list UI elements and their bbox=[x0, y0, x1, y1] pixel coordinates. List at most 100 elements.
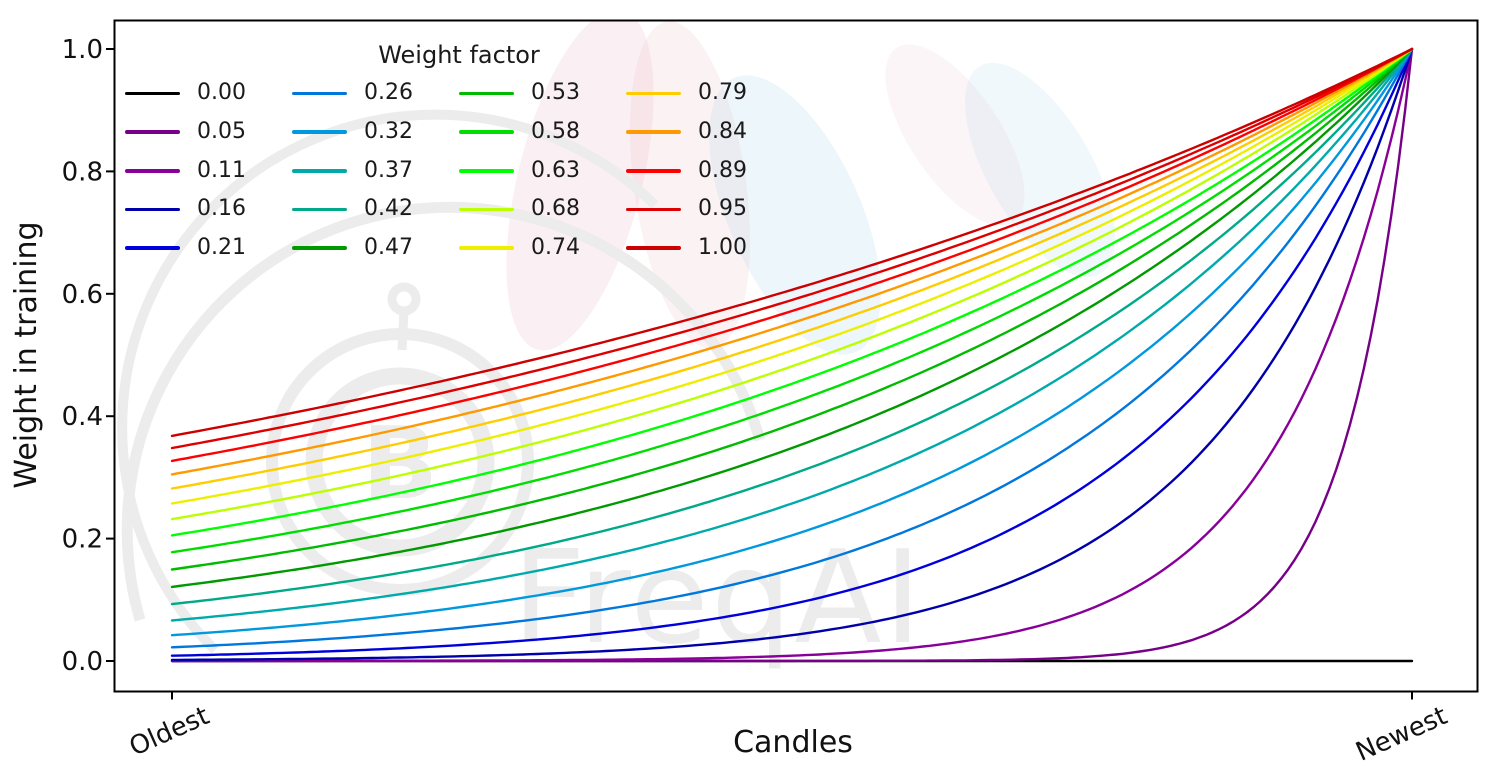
legend-col-2: 0.26 0.32 0.37 0.42 0.47 bbox=[292, 74, 459, 267]
watermark-wing-arc-1 bbox=[121, 201, 766, 622]
legend-item-0.26: 0.26 bbox=[292, 74, 459, 113]
legend-item-label: 0.63 bbox=[531, 157, 580, 183]
curve-wf-0.74 bbox=[170, 47, 1414, 505]
legend-swatch bbox=[626, 246, 681, 250]
watermark-crown-circle bbox=[387, 282, 421, 316]
legend-item-label: 0.42 bbox=[364, 196, 413, 222]
watermark-wing-arc-2 bbox=[117, 109, 659, 654]
legend-swatch bbox=[125, 91, 180, 96]
legend-swatch bbox=[125, 246, 180, 250]
legend-item-label: 0.21 bbox=[197, 235, 246, 261]
legend-col-1: 0.00 0.05 0.11 0.16 0.21 bbox=[125, 74, 292, 267]
y-tick-label: 0.6 bbox=[62, 280, 103, 310]
legend-item-0.74: 0.74 bbox=[459, 229, 626, 268]
legend-swatch bbox=[292, 168, 347, 173]
legend-item-0.58: 0.58 bbox=[459, 113, 626, 152]
y-tick-label: 0.8 bbox=[62, 157, 103, 187]
watermark-logo bbox=[117, 109, 766, 654]
legend-item-0.16: 0.16 bbox=[125, 190, 292, 229]
legend-item-label: 0.53 bbox=[531, 80, 580, 106]
curve-wf-0.95 bbox=[170, 47, 1414, 450]
curve-wf-0.53 bbox=[170, 47, 1414, 571]
legend-item-label: 0.00 bbox=[197, 80, 246, 106]
legend-swatch bbox=[292, 207, 347, 212]
legend-item-0.95: 0.95 bbox=[626, 190, 793, 229]
legend-item-0.00: 0.00 bbox=[125, 74, 292, 113]
legend-item-label: 0.11 bbox=[197, 157, 246, 183]
y-tick-label: 0.2 bbox=[62, 525, 103, 555]
legend-item-label: 0.68 bbox=[531, 196, 580, 222]
legend-item-0.21: 0.21 bbox=[125, 229, 292, 268]
legend-item-0.53: 0.53 bbox=[459, 74, 626, 113]
legend-swatch bbox=[459, 246, 514, 250]
y-tick-label: 1.0 bbox=[62, 35, 103, 65]
legend-item-1.00: 1.00 bbox=[626, 229, 793, 268]
legend-item-0.89: 0.89 bbox=[626, 151, 793, 190]
legend-item-label: 0.32 bbox=[364, 119, 413, 145]
y-tick-label: 0.4 bbox=[62, 402, 103, 432]
legend-swatch bbox=[459, 130, 514, 134]
legend-swatch bbox=[125, 207, 180, 212]
legend-col-3: 0.53 0.58 0.63 0.68 0.74 bbox=[459, 74, 626, 267]
legend-item-label: 0.05 bbox=[197, 119, 246, 145]
watermark-petal-pink-2 bbox=[629, 21, 751, 349]
x-tick-label-newest: Newest bbox=[1352, 701, 1452, 768]
legend-item-label: 0.47 bbox=[364, 235, 413, 261]
legend-item-0.32: 0.32 bbox=[292, 113, 459, 152]
x-tick-label-oldest: Oldest bbox=[125, 701, 214, 763]
axes-box bbox=[113, 19, 1479, 693]
legend-item-label: 0.89 bbox=[698, 157, 747, 183]
legend-item-0.84: 0.84 bbox=[626, 113, 793, 152]
legend-item-label: 1.00 bbox=[698, 235, 747, 261]
legend-swatch bbox=[292, 130, 347, 134]
legend-item-label: 0.26 bbox=[364, 80, 413, 106]
legend-swatch bbox=[459, 91, 514, 96]
curve-wf-0.42 bbox=[170, 47, 1414, 606]
legend-item-0.11: 0.11 bbox=[125, 151, 292, 190]
legend: Weight factor 0.00 0.05 0.11 0.16 0.21 0.26 0.… bbox=[125, 42, 793, 267]
curves bbox=[170, 47, 1414, 663]
legend-item-label: 0.58 bbox=[531, 119, 580, 145]
legend-title: Weight factor bbox=[378, 41, 540, 69]
curve-wf-0.47 bbox=[170, 47, 1414, 589]
curve-wf-0.11 bbox=[170, 47, 1414, 663]
legend-swatch bbox=[292, 91, 347, 96]
curve-wf-0.79 bbox=[170, 47, 1414, 490]
legend-item-label: 0.84 bbox=[698, 119, 747, 145]
legend-swatch bbox=[125, 130, 180, 134]
legend-swatch bbox=[459, 168, 514, 173]
watermark-petal-pink-1 bbox=[506, 21, 654, 351]
legend-item-0.37: 0.37 bbox=[292, 151, 459, 190]
legend-swatch bbox=[125, 168, 180, 173]
x-axis-label: Candles bbox=[733, 725, 853, 760]
y-axis-label: Weight in training bbox=[9, 221, 44, 488]
legend-item-label: 0.74 bbox=[531, 235, 580, 261]
legend-item-0.42: 0.42 bbox=[292, 190, 459, 229]
watermark-crown-stem bbox=[397, 310, 409, 351]
curve-wf-1.00 bbox=[170, 47, 1414, 438]
legend-swatch bbox=[626, 130, 681, 134]
curve-wf-0.84 bbox=[170, 47, 1414, 476]
curve-wf-0.89 bbox=[170, 47, 1414, 463]
legend-columns: 0.00 0.05 0.11 0.16 0.21 0.26 0.32 0.37 0.42 0.47… bbox=[125, 74, 793, 267]
curve-wf-0.32 bbox=[170, 47, 1414, 637]
curve-wf-0.26 bbox=[170, 47, 1414, 649]
curve-wf-0.58 bbox=[170, 47, 1414, 554]
legend-swatch bbox=[626, 207, 681, 212]
legend-swatch bbox=[626, 168, 681, 173]
legend-item-label: 0.16 bbox=[197, 196, 246, 222]
curve-wf-0.68 bbox=[170, 47, 1414, 521]
watermark-petal-pink-3 bbox=[885, 44, 1025, 226]
legend-item-label: 0.37 bbox=[364, 157, 413, 183]
legend-item-0.47: 0.47 bbox=[292, 229, 459, 268]
curve-wf-0.21 bbox=[170, 47, 1414, 657]
y-ticks: 0.0 0.2 0.4 0.6 0.8 1.0 bbox=[62, 35, 114, 677]
legend-swatch bbox=[459, 207, 514, 212]
legend-item-0.79: 0.79 bbox=[626, 74, 793, 113]
legend-item-label: 0.95 bbox=[698, 196, 747, 222]
watermark-petal-blue-2 bbox=[964, 62, 1116, 278]
legend-item-0.68: 0.68 bbox=[459, 190, 626, 229]
curve-wf-0.63 bbox=[170, 47, 1414, 537]
legend-swatch bbox=[292, 246, 347, 250]
